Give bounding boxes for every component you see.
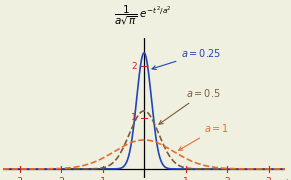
Text: 2: 2 xyxy=(131,62,137,71)
Text: -3: -3 xyxy=(15,177,24,180)
Text: -1: -1 xyxy=(98,177,107,180)
Text: $\dfrac{1}{a\sqrt{\pi}}\;e^{-t^2/a^2}$: $\dfrac{1}{a\sqrt{\pi}}\;e^{-t^2/a^2}$ xyxy=(114,3,171,27)
Text: 1: 1 xyxy=(131,113,137,122)
Text: $t$: $t$ xyxy=(284,177,291,180)
Text: $a=0.25$: $a=0.25$ xyxy=(152,47,222,69)
Text: -2: -2 xyxy=(56,177,65,180)
Text: $a=0.5$: $a=0.5$ xyxy=(159,87,221,124)
Text: 2: 2 xyxy=(224,177,230,180)
Text: 1: 1 xyxy=(183,177,189,180)
Text: $a=1$: $a=1$ xyxy=(179,122,229,150)
Text: 3: 3 xyxy=(266,177,272,180)
